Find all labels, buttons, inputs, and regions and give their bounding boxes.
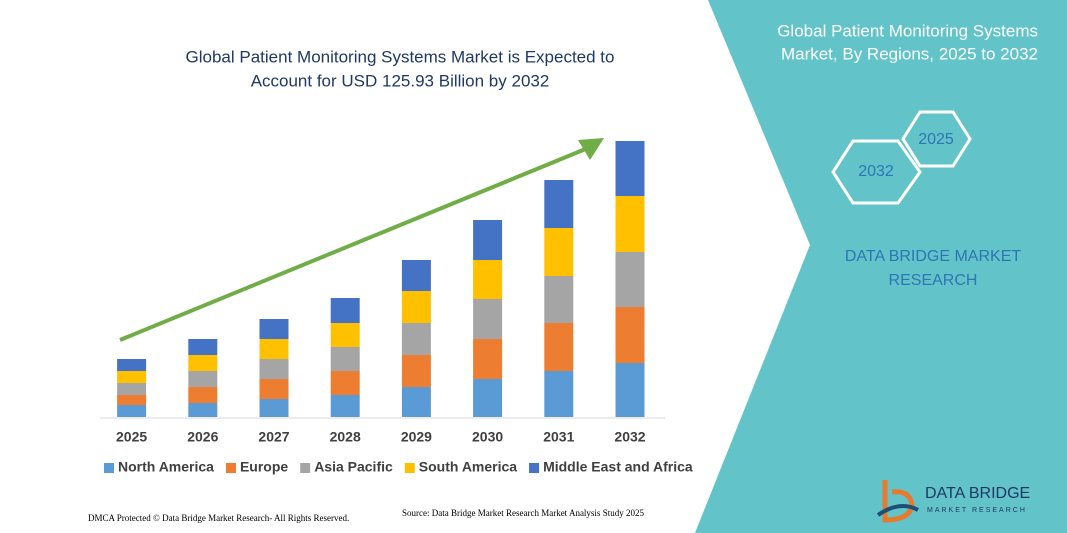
bar-segment — [117, 359, 147, 371]
bar-segment — [188, 355, 218, 371]
logo-icon — [882, 480, 915, 523]
bar-segment — [544, 371, 574, 417]
bar-segment — [330, 323, 360, 347]
bar-segment — [615, 141, 645, 196]
bar-segment — [544, 180, 574, 228]
bar-segment — [473, 220, 503, 260]
chart-title: Account for USD 125.93 Billion by 2032 — [251, 71, 550, 90]
bar-segment — [188, 371, 218, 387]
panel-title: Global Patient Monitoring Systems — [777, 21, 1038, 40]
bar-segment — [473, 339, 503, 379]
bar-segment — [259, 319, 289, 339]
bar-segment — [259, 359, 289, 379]
bar-segment — [473, 379, 503, 417]
x-tick-label: 2027 — [258, 429, 289, 445]
legend-label: Europe — [240, 459, 288, 475]
bar-segment — [117, 395, 147, 405]
bar-segment — [401, 323, 431, 355]
bar-segment — [615, 196, 645, 252]
legend-swatch — [104, 463, 114, 473]
bar-segment — [259, 379, 289, 399]
bar-segment — [401, 355, 431, 387]
x-tick-label: 2029 — [401, 429, 432, 445]
logo-name: DATA BRIDGE — [925, 485, 1030, 502]
legend-swatch — [404, 463, 415, 473]
bar-segment — [615, 363, 645, 417]
x-tick-label: 2025 — [116, 429, 147, 445]
bar-segment — [615, 252, 645, 307]
bar-segment — [544, 323, 574, 371]
bar-segment — [330, 371, 360, 395]
bar-segment — [544, 228, 574, 276]
bar-segment — [615, 307, 645, 363]
arrow-head — [578, 138, 604, 160]
x-tick-label: 2026 — [187, 429, 218, 445]
bar-segment — [330, 298, 360, 323]
bar-segment — [188, 387, 218, 403]
bar-segment — [117, 383, 147, 395]
x-tick-label: 2032 — [614, 429, 645, 445]
bar-segment — [188, 339, 218, 355]
footer-right: Source: Data Bridge Market Research Mark… — [402, 508, 644, 518]
bar-segment — [401, 291, 431, 323]
brand-text: RESEARCH — [889, 272, 978, 289]
legend-swatch — [225, 463, 236, 473]
bar-segment — [330, 395, 360, 417]
bar-segment — [117, 371, 147, 383]
bar-segment — [330, 347, 360, 371]
hexagon — [831, 139, 922, 205]
side-panel — [695, 0, 1067, 533]
x-tick-label: 2028 — [330, 429, 361, 445]
bar-segment — [473, 260, 503, 299]
bar-segment — [117, 405, 147, 417]
chart-title: Global Patient Monitoring Systems Market… — [186, 47, 615, 66]
bar-segment — [259, 399, 289, 417]
hexagon-label: 2032 — [858, 163, 894, 180]
legend-label: Middle East and Africa — [543, 459, 693, 475]
legend-label: North America — [118, 459, 214, 475]
hexagon — [901, 110, 972, 168]
legend-swatch — [529, 463, 540, 473]
logo-icon — [876, 504, 919, 517]
hexagon-label: 2025 — [918, 131, 954, 148]
bar-segment — [188, 403, 218, 417]
legend-swatch — [300, 463, 311, 473]
logo-tagline: MARKET RESEARCH — [927, 507, 1027, 514]
panel-title: Market, By Regions, 2025 to 2032 — [781, 44, 1038, 63]
brand-text: DATA BRIDGE MARKET — [845, 248, 1022, 265]
x-tick-label: 2031 — [543, 429, 574, 445]
bar-segment — [259, 339, 289, 359]
bar-segment — [401, 387, 431, 417]
legend-label: South America — [419, 459, 517, 475]
x-tick-label: 2030 — [472, 429, 503, 445]
trend-arrow — [119, 146, 589, 342]
bar-segment — [401, 260, 431, 291]
bar-segment — [544, 276, 574, 323]
legend-label: Asia Pacific — [314, 459, 393, 475]
bar-segment — [473, 299, 503, 339]
footer-left: DMCA Protected © Data Bridge Market Rese… — [88, 513, 349, 523]
